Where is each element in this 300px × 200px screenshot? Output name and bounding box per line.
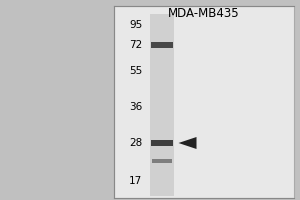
Text: MDA-MB435: MDA-MB435 (168, 7, 240, 20)
Bar (114, 6, 294, 198)
Text: 55: 55 (129, 66, 142, 76)
Text: 17: 17 (129, 176, 142, 186)
Text: 95: 95 (129, 20, 142, 30)
Text: 72: 72 (129, 40, 142, 50)
Bar (152, 159, 172, 163)
Bar (151, 42, 173, 48)
Bar (150, 14, 174, 196)
Polygon shape (178, 137, 196, 149)
Bar (151, 140, 173, 146)
Text: 36: 36 (129, 102, 142, 112)
Text: 28: 28 (129, 138, 142, 148)
